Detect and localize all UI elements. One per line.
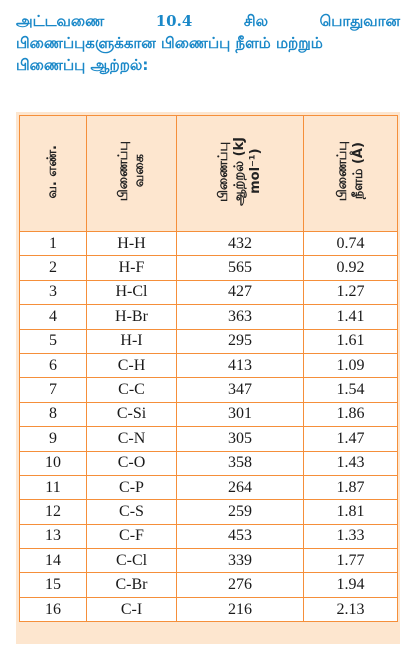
cell-bond-energy: 305: [176, 426, 304, 452]
caption-line-2: பிணைப்புகளுக்கான பிணைப்பு நீளம் மற்றும்: [16, 34, 323, 52]
cell-bond-length: 1.77: [303, 548, 398, 574]
header-serial-number: வ. எண்.: [19, 115, 87, 232]
caption-word-2: பொதுவான: [319, 12, 400, 30]
cell-bond-type: H-Cl: [86, 279, 177, 306]
table-row: 13 C-F 453 1.33: [19, 523, 398, 550]
cell-bond-length: 1.43: [303, 450, 398, 476]
cell-bond-length: 1.41: [303, 304, 398, 330]
cell-bond-length: 1.86: [303, 401, 398, 428]
table-row: 11 C-P 264 1.87: [19, 474, 398, 501]
cell-bond-energy: 301: [176, 401, 304, 428]
cell-bond-length: 1.87: [303, 474, 398, 501]
table-row: 12 C-S 259 1.81: [19, 499, 398, 525]
cell-serial-number: 12: [19, 499, 87, 525]
cell-bond-type: H-Br: [86, 304, 177, 330]
bond-table: வ. எண். பிணைப்பு வகை பிணைப்பு ஆற்றல் (kJ…: [19, 115, 398, 623]
cell-bond-type: C-H: [86, 352, 177, 379]
cell-bond-energy: 216: [176, 596, 304, 623]
cell-bond-type: H-I: [86, 328, 177, 354]
cell-bond-type: C-Cl: [86, 548, 177, 574]
caption-word-1: சில: [243, 12, 269, 30]
cell-bond-energy: 259: [176, 499, 304, 525]
table-row: 3 H-Cl 427 1.27: [19, 279, 398, 306]
cell-serial-number: 2: [19, 255, 87, 281]
cell-serial-number: 5: [19, 328, 87, 354]
cell-serial-number: 4: [19, 304, 87, 330]
cell-bond-energy: 413: [176, 352, 304, 379]
table-caption: அட்டவணை 10.4 சில பொதுவான பிணைப்புகளுக்கா…: [16, 10, 400, 76]
header-bond-type: பிணைப்பு வகை: [86, 115, 177, 232]
cell-bond-energy: 363: [176, 304, 304, 330]
cell-serial-number: 11: [19, 474, 87, 501]
cell-bond-length: 2.13: [303, 596, 398, 623]
cell-bond-energy: 347: [176, 377, 304, 403]
caption-line-1: அட்டவணை 10.4 சில பொதுவான: [16, 10, 400, 32]
cell-bond-length: 1.33: [303, 523, 398, 550]
caption-table-number: 10.4: [155, 12, 193, 30]
cell-serial-number: 6: [19, 352, 87, 379]
table-row: 2 H-F 565 0.92: [19, 255, 398, 281]
header-bond-energy: பிணைப்பு ஆற்றல் (kJ mol⁻¹): [176, 115, 304, 232]
cell-bond-energy: 295: [176, 328, 304, 354]
cell-bond-energy: 264: [176, 474, 304, 501]
cell-bond-type: C-O: [86, 450, 177, 476]
cell-serial-number: 10: [19, 450, 87, 476]
cell-bond-energy: 565: [176, 255, 304, 281]
table-row: 14 C-Cl 339 1.77: [19, 548, 398, 574]
cell-bond-energy: 276: [176, 572, 304, 598]
table-row: 8 C-Si 301 1.86: [19, 401, 398, 428]
cell-serial-number: 13: [19, 523, 87, 550]
table-row: 4 H-Br 363 1.41: [19, 304, 398, 330]
caption-prefix: அட்டவணை: [16, 12, 105, 30]
cell-bond-type: C-Br: [86, 572, 177, 598]
cell-bond-length: 0.92: [303, 255, 398, 281]
cell-bond-type: C-N: [86, 426, 177, 452]
cell-bond-energy: 427: [176, 279, 304, 306]
bond-table-panel: வ. எண். பிணைப்பு வகை பிணைப்பு ஆற்றல் (kJ…: [16, 112, 400, 644]
cell-bond-type: C-I: [86, 596, 177, 623]
cell-bond-length: 1.54: [303, 377, 398, 403]
cell-serial-number: 8: [19, 401, 87, 428]
table-row: 9 C-N 305 1.47: [19, 426, 398, 452]
cell-bond-type: C-F: [86, 523, 177, 550]
cell-bond-type: C-P: [86, 474, 177, 501]
table-row: 15 C-Br 276 1.94: [19, 572, 398, 598]
cell-bond-energy: 453: [176, 523, 304, 550]
caption-line-3: பிணைப்பு ஆற்றல்:: [16, 56, 149, 74]
cell-bond-type: C-C: [86, 377, 177, 403]
table-header-row: வ. எண். பிணைப்பு வகை பிணைப்பு ஆற்றல் (kJ…: [19, 115, 398, 232]
cell-serial-number: 7: [19, 377, 87, 403]
table-row: 5 H-I 295 1.61: [19, 328, 398, 354]
cell-bond-energy: 432: [176, 230, 304, 257]
cell-bond-type: C-S: [86, 499, 177, 525]
cell-bond-length: 0.74: [303, 230, 398, 257]
cell-serial-number: 15: [19, 572, 87, 598]
cell-bond-type: H-H: [86, 230, 177, 257]
cell-serial-number: 16: [19, 596, 87, 623]
cell-bond-length: 1.61: [303, 328, 398, 354]
table-row: 10 C-O 358 1.43: [19, 450, 398, 476]
cell-serial-number: 14: [19, 548, 87, 574]
cell-bond-type: H-F: [86, 255, 177, 281]
table-row: 6 C-H 413 1.09: [19, 352, 398, 379]
cell-bond-type: C-Si: [86, 401, 177, 428]
cell-bond-length: 1.47: [303, 426, 398, 452]
table-row: 7 C-C 347 1.54: [19, 377, 398, 403]
cell-bond-length: 1.27: [303, 279, 398, 306]
cell-bond-length: 1.94: [303, 572, 398, 598]
table-row: 16 C-I 216 2.13: [19, 596, 398, 623]
cell-bond-length: 1.09: [303, 352, 398, 379]
cell-serial-number: 3: [19, 279, 87, 306]
table-body: 1 H-H 432 0.74 2 H-F 565 0.92 3 H-Cl 427 1.27 4 H-Br 3…: [19, 230, 398, 623]
table-row: 1 H-H 432 0.74: [19, 230, 398, 257]
cell-serial-number: 1: [19, 230, 87, 257]
cell-bond-length: 1.81: [303, 499, 398, 525]
cell-bond-energy: 339: [176, 548, 304, 574]
header-bond-length: பிணைப்பு நீளம் (Å): [303, 115, 398, 232]
cell-serial-number: 9: [19, 426, 87, 452]
cell-bond-energy: 358: [176, 450, 304, 476]
